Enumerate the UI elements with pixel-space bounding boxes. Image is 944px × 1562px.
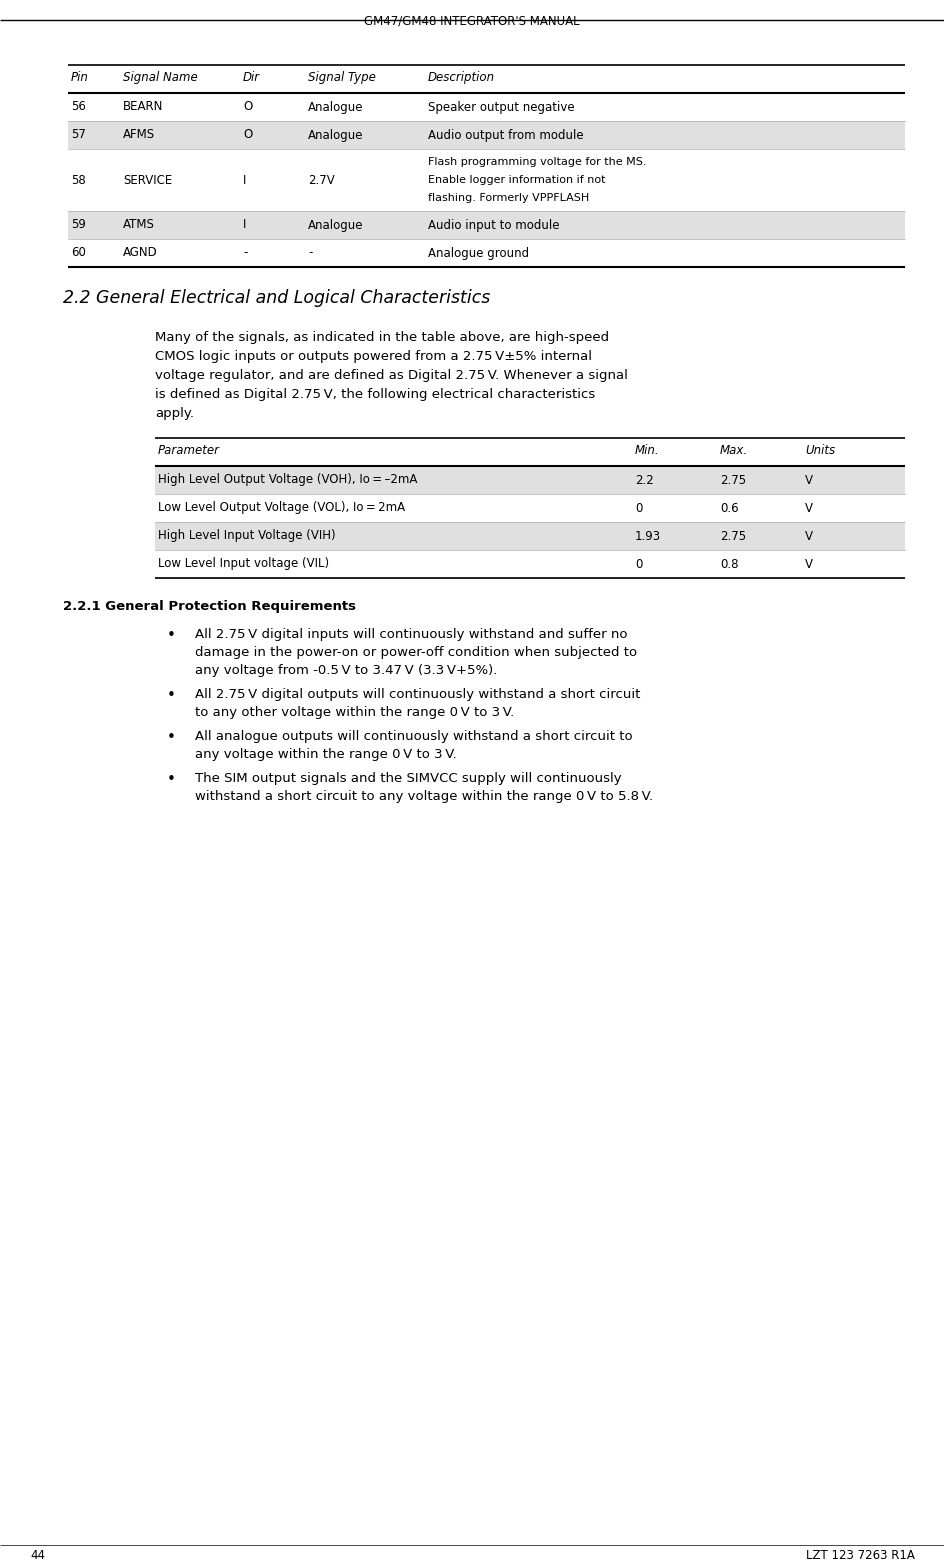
Text: 2.75: 2.75 (719, 530, 746, 542)
Text: withstand a short circuit to any voltage within the range 0 V to 5.8 V.: withstand a short circuit to any voltage… (194, 790, 652, 803)
Text: ATMS: ATMS (123, 219, 155, 231)
Text: Many of the signals, as indicated in the table above, are high-speed: Many of the signals, as indicated in the… (155, 331, 609, 344)
Text: Min.: Min. (634, 444, 659, 458)
Text: I: I (243, 173, 246, 186)
Text: GM47/GM48 INTEGRATOR'S MANUAL: GM47/GM48 INTEGRATOR'S MANUAL (363, 14, 580, 27)
Text: Analogue: Analogue (308, 128, 363, 142)
Text: •: • (167, 687, 176, 703)
Text: -: - (243, 247, 247, 259)
Text: 59: 59 (71, 219, 86, 231)
Text: 0.8: 0.8 (719, 558, 737, 570)
Text: Parameter: Parameter (158, 444, 220, 458)
Text: 0: 0 (634, 558, 642, 570)
Text: All 2.75 V digital inputs will continuously withstand and suffer no: All 2.75 V digital inputs will continuou… (194, 628, 627, 640)
Bar (155, 522, 904, 550)
Text: any voltage within the range 0 V to 3 V.: any voltage within the range 0 V to 3 V. (194, 748, 456, 761)
Text: Speaker output negative: Speaker output negative (428, 100, 574, 114)
Text: 2.2: 2.2 (634, 473, 653, 486)
Text: is defined as Digital 2.75 V, the following electrical characteristics: is defined as Digital 2.75 V, the follow… (155, 387, 595, 401)
Text: Enable logger information if not: Enable logger information if not (428, 175, 605, 184)
Text: Signal Type: Signal Type (308, 70, 376, 84)
Text: Analogue: Analogue (308, 219, 363, 231)
Text: CMOS logic inputs or outputs powered from a 2.75 V±5% internal: CMOS logic inputs or outputs powered fro… (155, 350, 591, 362)
Text: All 2.75 V digital outputs will continuously withstand a short circuit: All 2.75 V digital outputs will continuo… (194, 687, 640, 701)
Text: Units: Units (804, 444, 834, 458)
Text: High Level Input Voltage (VIH): High Level Input Voltage (VIH) (158, 530, 335, 542)
Text: V: V (804, 473, 812, 486)
Text: SERVICE: SERVICE (123, 173, 172, 186)
Text: 44: 44 (30, 1550, 45, 1562)
Text: 2.2.1 General Protection Requirements: 2.2.1 General Protection Requirements (63, 600, 356, 612)
Text: O: O (243, 128, 252, 142)
Text: •: • (167, 772, 176, 787)
Text: Max.: Max. (719, 444, 748, 458)
Text: AFMS: AFMS (123, 128, 155, 142)
Text: Audio output from module: Audio output from module (428, 128, 583, 142)
Text: Description: Description (428, 70, 495, 84)
Text: 2.2 General Electrical and Logical Characteristics: 2.2 General Electrical and Logical Chara… (63, 289, 490, 308)
Text: O: O (243, 100, 252, 114)
Text: Analogue: Analogue (308, 100, 363, 114)
Text: The SIM output signals and the SIMVCC supply will continuously: The SIM output signals and the SIMVCC su… (194, 772, 621, 786)
Text: 57: 57 (71, 128, 86, 142)
Text: any voltage from -0.5 V to 3.47 V (3.3 V+5%).: any voltage from -0.5 V to 3.47 V (3.3 V… (194, 664, 497, 676)
Text: V: V (804, 558, 812, 570)
Text: 58: 58 (71, 173, 86, 186)
Text: voltage regulator, and are defined as Digital 2.75 V. Whenever a signal: voltage regulator, and are defined as Di… (155, 369, 627, 383)
Text: Pin: Pin (71, 70, 89, 84)
Text: BEARN: BEARN (123, 100, 163, 114)
Text: All analogue outputs will continuously withstand a short circuit to: All analogue outputs will continuously w… (194, 729, 632, 744)
Text: Low Level Output Voltage (VOL), Io = 2mA: Low Level Output Voltage (VOL), Io = 2mA (158, 501, 405, 514)
Text: Analogue ground: Analogue ground (428, 247, 529, 259)
Text: 1.93: 1.93 (634, 530, 661, 542)
Text: V: V (804, 501, 812, 514)
Text: -: - (308, 247, 312, 259)
Text: Audio input to module: Audio input to module (428, 219, 559, 231)
Bar (68, 120, 904, 148)
Text: AGND: AGND (123, 247, 158, 259)
Text: High Level Output Voltage (VOH), Io = –2mA: High Level Output Voltage (VOH), Io = –2… (158, 473, 417, 486)
Text: Signal Name: Signal Name (123, 70, 197, 84)
Text: LZT 123 7263 R1A: LZT 123 7263 R1A (805, 1550, 914, 1562)
Text: 2.7V: 2.7V (308, 173, 334, 186)
Text: 56: 56 (71, 100, 86, 114)
Text: V: V (804, 530, 812, 542)
Bar (68, 211, 904, 239)
Bar (155, 465, 904, 494)
Text: •: • (167, 729, 176, 745)
Text: damage in the power-on or power-off condition when subjected to: damage in the power-on or power-off cond… (194, 647, 636, 659)
Text: Low Level Input voltage (VIL): Low Level Input voltage (VIL) (158, 558, 329, 570)
Text: to any other voltage within the range 0 V to 3 V.: to any other voltage within the range 0 … (194, 706, 514, 719)
Text: 60: 60 (71, 247, 86, 259)
Text: 0: 0 (634, 501, 642, 514)
Text: apply.: apply. (155, 408, 194, 420)
Text: I: I (243, 219, 246, 231)
Text: Flash programming voltage for the MS.: Flash programming voltage for the MS. (428, 158, 646, 167)
Text: •: • (167, 628, 176, 644)
Text: Dir: Dir (243, 70, 260, 84)
Text: 0.6: 0.6 (719, 501, 738, 514)
Text: flashing. Formerly VPPFLASH: flashing. Formerly VPPFLASH (428, 194, 589, 203)
Text: 2.75: 2.75 (719, 473, 746, 486)
